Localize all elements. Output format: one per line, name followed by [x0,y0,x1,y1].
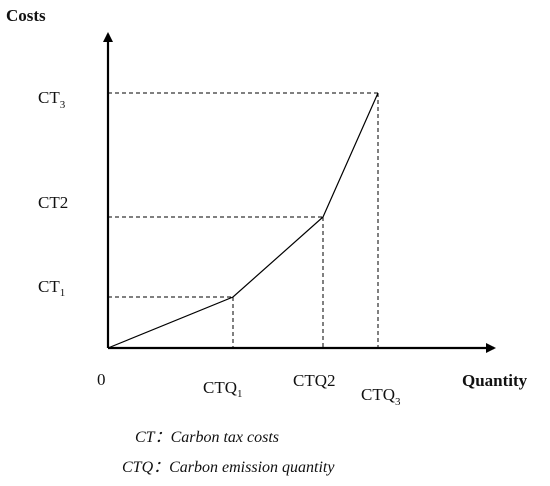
legend-ctq: CTQ：Carbon emission quantity [122,459,335,476]
ctq3-label: CTQ3 [361,385,401,408]
cost-curve [107,92,379,349]
ct1-label: CT1 [38,277,65,299]
ctq2-label: CTQ2 [293,371,336,390]
legend-ct: CT：Carbon tax costs [135,429,279,446]
x-axis-title: Quantity [462,371,528,390]
y-axis-title: Costs [6,6,46,25]
ct3-label: CT3 [38,88,66,111]
ct2-label: CT2 [38,193,68,212]
ctq1-label: CTQ1 [203,378,243,400]
guide-lines [108,92,379,348]
origin-label: 0 [97,370,106,389]
